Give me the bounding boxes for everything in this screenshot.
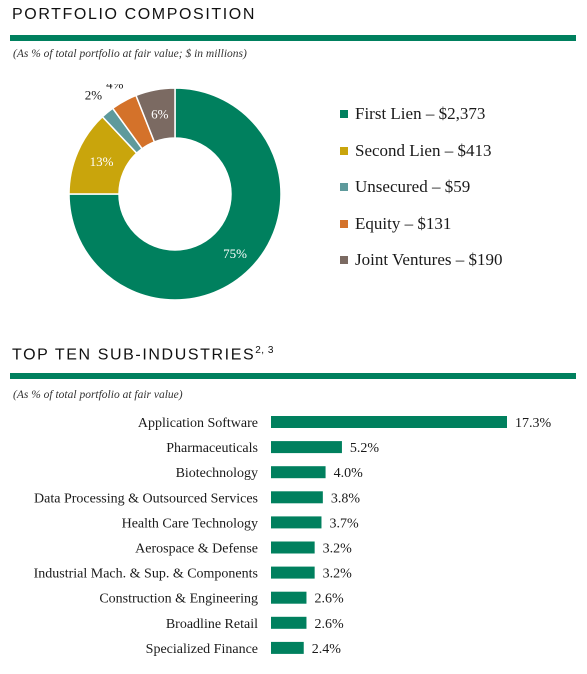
bar-value-pharmaceuticals: 5.2% xyxy=(350,441,380,456)
bar-category-biotechnology: Biotechnology xyxy=(176,466,258,481)
bar-industrial-mach-sup-components xyxy=(271,566,315,579)
legend-swatch xyxy=(340,219,348,228)
bar-category-broadline-retail: Broadline Retail xyxy=(166,617,258,632)
portfolio-title: PORTFOLIO COMPOSITION xyxy=(12,6,256,23)
bar-pharmaceuticals xyxy=(271,441,342,454)
bar-data-processing-outsourced-services xyxy=(271,491,323,504)
bar-broadline-retail xyxy=(271,616,307,629)
industries-subtitle: (As % of total portfolio at fair value) xyxy=(13,389,183,401)
legend-label: Equity – $131 xyxy=(355,213,452,233)
bar-category-specialized-finance: Specialized Finance xyxy=(146,642,258,657)
pie-label-joint-ventures: 6% xyxy=(151,106,169,121)
bar-specialized-finance xyxy=(271,641,304,654)
bar-category-pharmaceuticals: Pharmaceuticals xyxy=(166,441,258,456)
portfolio-title-rule xyxy=(10,35,576,41)
pie-label-unsecured: 2% xyxy=(85,87,103,102)
legend-label: Second Lien – $413 xyxy=(355,140,492,160)
industries-title-footnote: 2, 3 xyxy=(255,345,274,356)
bar-category-industrial-mach-sup-components: Industrial Mach. & Sup. & Components xyxy=(34,567,258,582)
bar-application-software xyxy=(271,416,507,428)
pie-slice-first-lien xyxy=(68,87,282,301)
bar-value-biotechnology: 4.0% xyxy=(334,466,364,481)
legend-item-joint-ventures: Joint Ventures – $190 xyxy=(340,250,503,287)
legend-swatch xyxy=(340,146,348,155)
bar-category-construction-engineering: Construction & Engineering xyxy=(99,592,258,607)
portfolio-legend: First Lien – $2,373 Second Lien – $413 Uns… xyxy=(340,104,503,287)
bar-biotechnology xyxy=(271,466,326,479)
legend-item-first-lien: First Lien – $2,373 xyxy=(340,104,503,141)
bar-value-application-software: 17.3% xyxy=(515,416,552,431)
bar-aerospace-defense xyxy=(271,541,315,554)
industries-title: TOP TEN SUB-INDUSTRIES2, 3 xyxy=(12,345,274,364)
bar-value-aerospace-defense: 3.2% xyxy=(323,542,353,557)
legend-label: Joint Ventures – $190 xyxy=(355,250,503,269)
bar-category-health-care-technology: Health Care Technology xyxy=(122,516,258,531)
legend-label: First Lien – $2,373 xyxy=(355,104,486,123)
bar-category-application-software: Application Software xyxy=(138,416,258,431)
bar-category-aerospace-defense: Aerospace & Defense xyxy=(135,542,258,557)
pie-slice-joint-ventures xyxy=(135,87,176,143)
portfolio-subtitle: (As % of total portfolio at fair value; … xyxy=(13,48,247,60)
bar-construction-engineering xyxy=(271,591,307,604)
pie-label-first-lien: 75% xyxy=(223,246,247,261)
bar-health-care-technology xyxy=(271,516,322,529)
legend-item-unsecured: Unsecured – $59 xyxy=(340,177,503,214)
legend-label: Unsecured – $59 xyxy=(355,177,471,196)
legend-item-equity: Equity – $131 xyxy=(340,214,503,251)
bar-value-health-care-technology: 3.7% xyxy=(329,516,359,531)
bar-value-construction-engineering: 2.6% xyxy=(314,592,344,607)
legend-item-second-lien: Second Lien – $413 xyxy=(340,141,503,178)
bar-value-broadline-retail: 2.6% xyxy=(314,617,344,632)
legend-swatch xyxy=(340,110,348,118)
legend-swatch xyxy=(340,256,348,264)
bar-value-specialized-finance: 2.4% xyxy=(312,642,342,657)
bar-value-data-processing-outsourced-services: 3.8% xyxy=(331,491,361,506)
bar-category-data-processing-outsourced-services: Data Processing & Outsourced Services xyxy=(34,491,258,506)
pie-label-second-lien: 13% xyxy=(90,154,114,169)
portfolio-donut-chart: 75% 13% 2%4% 6% xyxy=(68,84,282,301)
industries-bar-chart: Application Software 17.3% Pharmaceuticals… xyxy=(34,416,552,657)
bar-value-industrial-mach-sup-components: 3.2% xyxy=(323,567,353,582)
pie-label-equity: 4% xyxy=(106,84,124,91)
legend-swatch xyxy=(340,183,348,191)
industries-title-rule xyxy=(10,373,576,379)
